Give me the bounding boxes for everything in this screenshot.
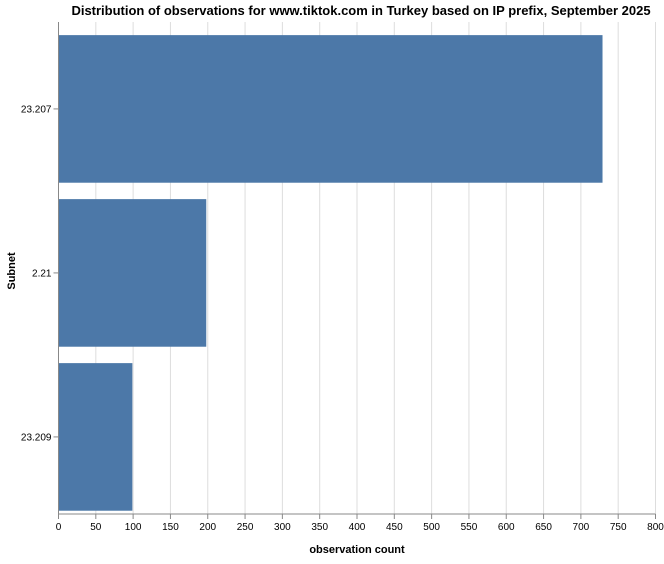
- y-tick-label: 23.209: [21, 432, 52, 443]
- chart-title: Distribution of observations for www.tik…: [71, 3, 650, 18]
- x-tick-label: 700: [573, 522, 590, 533]
- x-tick-label: 600: [498, 522, 515, 533]
- x-tick-label: 0: [56, 522, 62, 533]
- x-tick-label: 300: [274, 522, 291, 533]
- x-tick-label: 50: [90, 522, 102, 533]
- x-tick-label: 350: [311, 522, 328, 533]
- bar: [58, 199, 207, 347]
- bar: [58, 363, 133, 511]
- x-tick-label: 800: [647, 522, 664, 533]
- y-tick-label: 2.21: [32, 268, 52, 279]
- x-tick-label: 500: [423, 522, 440, 533]
- x-tick-label: 250: [237, 522, 254, 533]
- x-axis-label: observation count: [309, 544, 405, 556]
- x-tick-label: 450: [386, 522, 403, 533]
- bar: [58, 35, 603, 183]
- x-tick-label: 550: [461, 522, 478, 533]
- x-tick-label: 200: [199, 522, 216, 533]
- y-tick-label: 23.207: [21, 104, 52, 115]
- x-tick-label: 150: [162, 522, 179, 533]
- x-tick-label: 100: [125, 522, 142, 533]
- x-tick-label: 400: [349, 522, 366, 533]
- x-tick-label: 650: [535, 522, 552, 533]
- x-tick-label: 750: [610, 522, 627, 533]
- y-axis-label: Subnet: [6, 252, 18, 290]
